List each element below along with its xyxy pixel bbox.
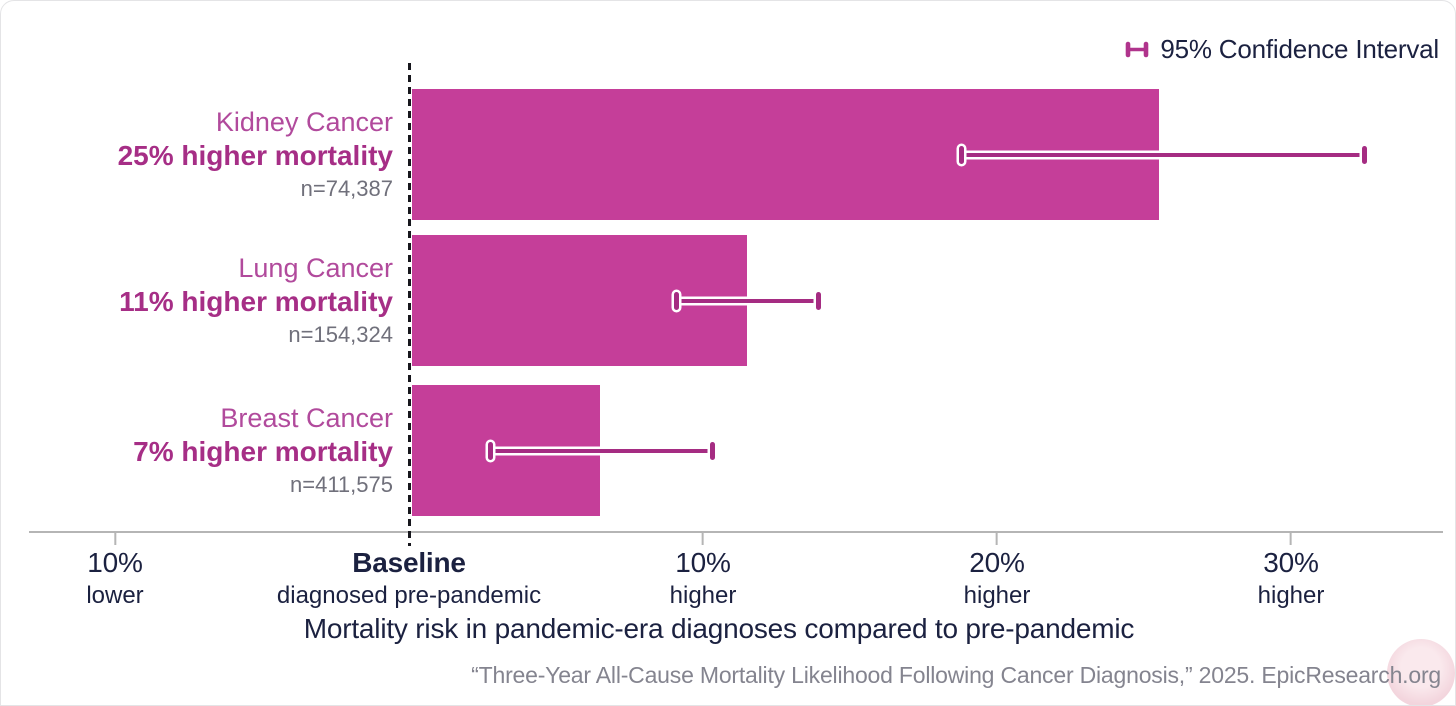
tick-label-secondary: higher [1257, 582, 1325, 609]
tick-label-primary: 30% [1263, 547, 1319, 578]
bar-row: Breast Cancer 7% higher mortality n=411,… [1, 385, 1455, 516]
tick-label-primary: 10% [87, 547, 143, 578]
error-bar-right-cap [709, 441, 715, 460]
value-label: 7% higher mortality [133, 435, 393, 467]
error-bar-line [490, 448, 713, 453]
tick-label-primary: 20% [969, 547, 1025, 578]
error-bar [673, 291, 821, 310]
source-attribution: “Three-Year All-Cause Mortality Likeliho… [471, 662, 1441, 688]
tick-mark [1290, 531, 1292, 545]
tick-mark [996, 531, 998, 545]
error-bar-left-cap [488, 441, 494, 460]
category-label: Breast Cancer [220, 403, 393, 434]
row-label-block: Breast Cancer 7% higher mortality n=411,… [1, 385, 393, 516]
tick-label-primary: Baseline [352, 547, 466, 578]
error-bar-left-cap [673, 291, 679, 310]
error-bar-line [960, 152, 1366, 157]
sample-size-label: n=154,324 [288, 322, 393, 348]
value-label: 11% higher mortality [119, 285, 393, 317]
tick-label-secondary: lower [86, 582, 144, 609]
tick-label-primary: 10% [675, 547, 731, 578]
tick-label-secondary: diagnosed pre-pandemic [276, 582, 542, 609]
epic-research-watermark-logo [1387, 639, 1455, 705]
tick-label-secondary: higher [669, 582, 737, 609]
axis-tick: 20% higher [963, 531, 1031, 610]
confidence-interval-icon [1126, 41, 1149, 58]
sample-size-label: n=411,575 [290, 472, 393, 498]
error-bar-right-cap [815, 291, 821, 310]
tick-mark [113, 531, 116, 545]
axis-tick-baseline: Baseline diagnosed pre-pandemic [277, 531, 541, 610]
sample-size-label: n=74,387 [300, 176, 393, 202]
row-label-block: Kidney Cancer 25% higher mortality n=74,… [1, 89, 393, 220]
axis-tick: 30% higher [1257, 531, 1325, 610]
category-label: Lung Cancer [238, 253, 393, 284]
value-label: 25% higher mortality [117, 139, 393, 171]
error-bar-left-cap [958, 145, 964, 164]
tick-mark [702, 531, 704, 545]
bar-row: Kidney Cancer 25% higher mortality n=74,… [1, 89, 1455, 220]
category-label: Kidney Cancer [215, 107, 393, 138]
axis-tick: 10% lower [86, 531, 144, 610]
error-bar-right-cap [1362, 145, 1368, 164]
axis-tick: 10% higher [669, 531, 737, 610]
chart-title: Mortality risk in pandemic-era diagnoses… [303, 613, 1135, 644]
error-bar [488, 441, 715, 460]
tick-label-secondary: higher [963, 582, 1031, 609]
legend-label: 95% Confidence Interval [1160, 34, 1439, 64]
error-bar [958, 145, 1368, 164]
error-bar-line [675, 298, 819, 303]
row-label-block: Lung Cancer 11% higher mortality n=154,3… [1, 235, 393, 366]
bar-row: Lung Cancer 11% higher mortality n=154,3… [1, 235, 1455, 366]
baseline-line [408, 63, 411, 546]
legend: 95% Confidence Interval [1124, 34, 1439, 65]
x-axis-line [29, 531, 1443, 533]
